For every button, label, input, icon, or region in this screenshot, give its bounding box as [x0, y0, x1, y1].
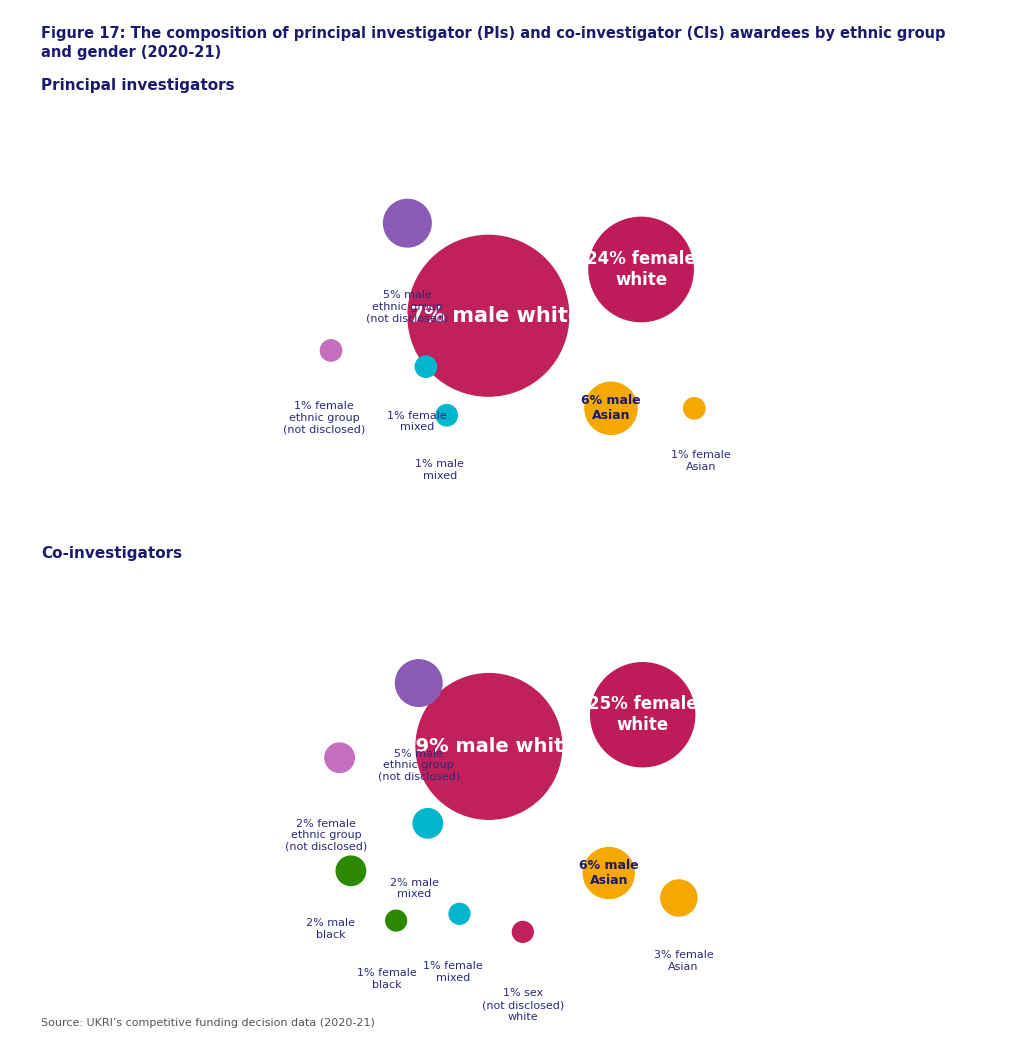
- Text: 2% male
black: 2% male black: [306, 918, 355, 940]
- Text: 2% male
mixed: 2% male mixed: [390, 878, 439, 900]
- Text: 1% female
black: 1% female black: [357, 968, 417, 990]
- Text: and gender (2020-21): and gender (2020-21): [41, 45, 221, 59]
- Circle shape: [408, 235, 569, 396]
- Circle shape: [513, 921, 533, 942]
- Circle shape: [449, 904, 470, 925]
- Text: 1% female
ethnic group
(not disclosed): 1% female ethnic group (not disclosed): [283, 401, 365, 435]
- Circle shape: [683, 397, 705, 419]
- Text: 1% female
mixed: 1% female mixed: [422, 961, 483, 983]
- Text: 2% female
ethnic group
(not disclosed): 2% female ethnic group (not disclosed): [284, 818, 367, 852]
- Circle shape: [325, 743, 354, 773]
- Text: Figure 17: The composition of principal investigator (PIs) and co-investigator (: Figure 17: The composition of principal …: [41, 26, 945, 41]
- Text: 1% sex
(not disclosed)
white: 1% sex (not disclosed) white: [482, 988, 564, 1021]
- Text: 24% female
white: 24% female white: [586, 250, 696, 289]
- Circle shape: [396, 659, 442, 706]
- Circle shape: [589, 217, 694, 321]
- Circle shape: [661, 880, 697, 916]
- Text: 1% female
Asian: 1% female Asian: [671, 450, 731, 471]
- Text: Principal investigators: Principal investigators: [41, 78, 234, 93]
- Text: Co-investigators: Co-investigators: [41, 546, 182, 561]
- Circle shape: [590, 662, 695, 766]
- Circle shape: [413, 809, 443, 838]
- Text: 1% male
mixed: 1% male mixed: [415, 460, 464, 480]
- Circle shape: [386, 910, 406, 931]
- Text: Source: UKRI’s competitive funding decision data (2020-21): Source: UKRI’s competitive funding decis…: [41, 1017, 374, 1028]
- Text: 3% female
Asian: 3% female Asian: [654, 950, 713, 971]
- Circle shape: [585, 383, 637, 435]
- Circle shape: [320, 340, 342, 361]
- Text: 5% male
ethnic group
(not disclosed): 5% male ethnic group (not disclosed): [377, 749, 460, 782]
- Circle shape: [415, 356, 437, 378]
- Text: 5% male
ethnic group
(not disclosed): 5% male ethnic group (not disclosed): [366, 290, 448, 323]
- Circle shape: [416, 674, 562, 820]
- Text: 25% female
white: 25% female white: [588, 696, 698, 734]
- Text: 49% male white: 49% male white: [401, 737, 576, 756]
- Circle shape: [337, 856, 365, 885]
- Text: 1% female
mixed: 1% female mixed: [387, 411, 446, 433]
- Text: 6% male
Asian: 6% male Asian: [579, 859, 638, 887]
- Circle shape: [583, 848, 634, 899]
- Circle shape: [384, 200, 431, 246]
- Circle shape: [436, 405, 457, 426]
- Text: 57% male white: 57% male white: [395, 306, 582, 326]
- Text: 6% male
Asian: 6% male Asian: [581, 394, 640, 422]
